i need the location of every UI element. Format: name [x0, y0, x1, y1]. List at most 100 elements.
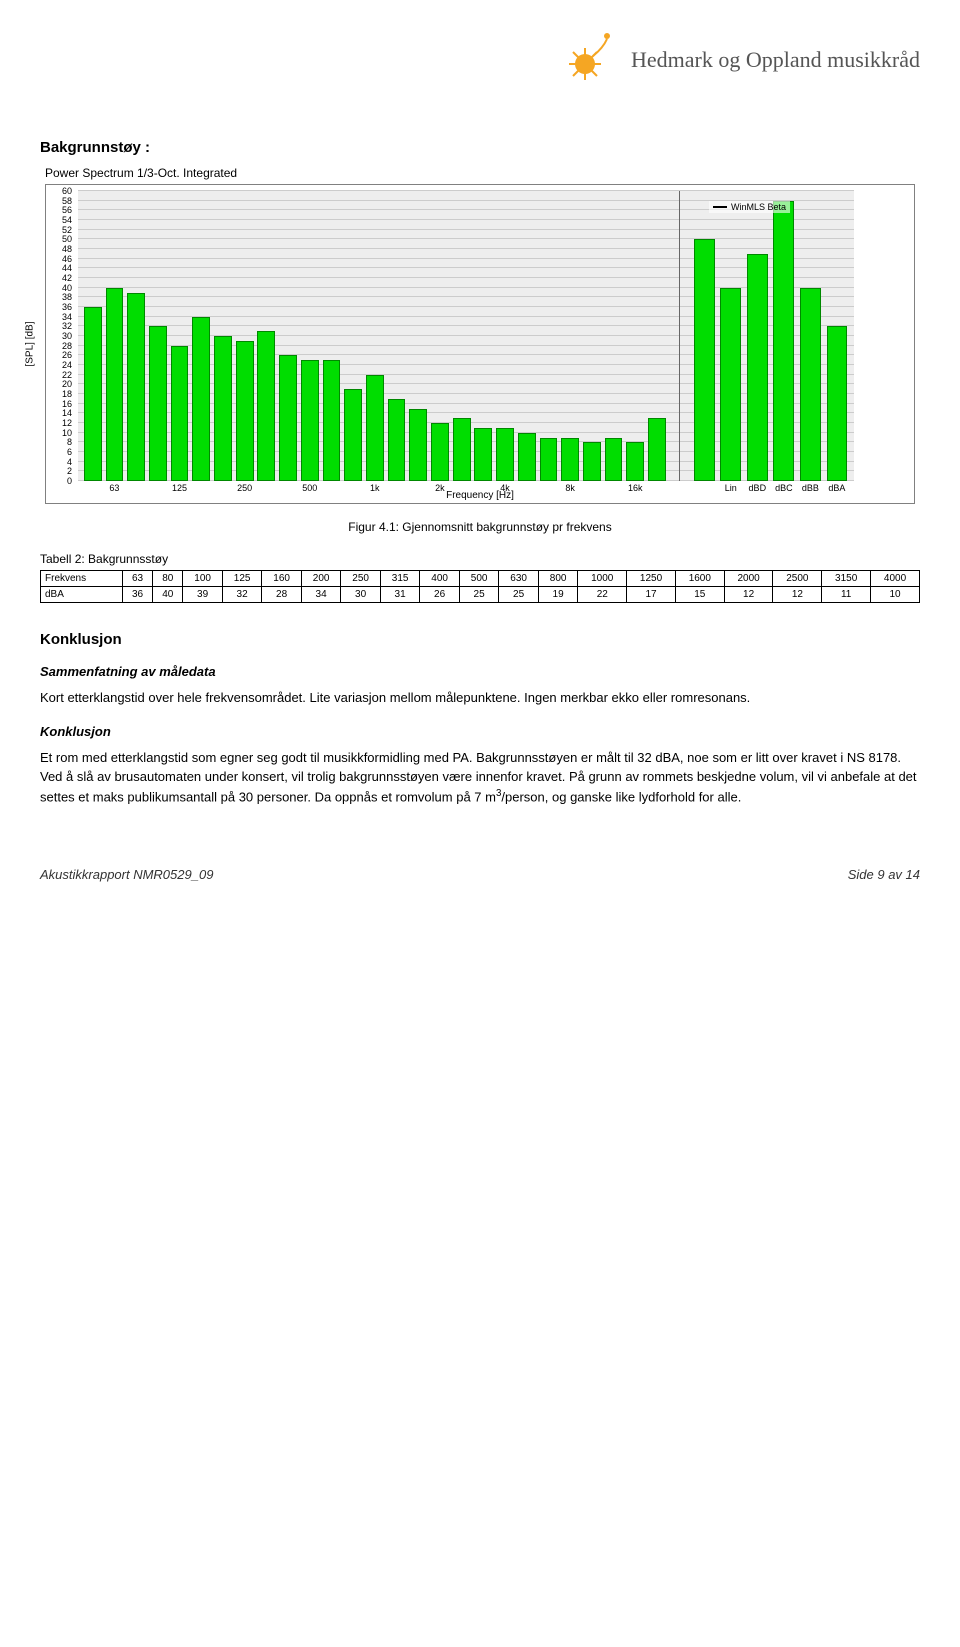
chart-bar [431, 423, 449, 481]
table-cell: 26 [420, 587, 460, 603]
x-axis-label: Frequency [Hz] [446, 490, 514, 501]
section-title: Bakgrunnstøy : [40, 139, 920, 156]
table-cell: 200 [301, 571, 341, 587]
table-cell: 11 [822, 587, 871, 603]
table-cell: 250 [341, 571, 381, 587]
y-tick-label: 6 [67, 447, 72, 457]
y-tick-label: 14 [62, 408, 72, 418]
conclusion-heading: Konklusjon [40, 631, 920, 648]
y-tick-label: 40 [62, 283, 72, 293]
chart-bar [344, 389, 362, 481]
chart-bar [323, 360, 341, 481]
y-tick-label: 30 [62, 331, 72, 341]
table-cell: 630 [499, 571, 539, 587]
frequency-table: Frekvens63801001251602002503154005006308… [40, 570, 920, 603]
table-cell: 17 [627, 587, 676, 603]
table-cell: 39 [183, 587, 223, 603]
table-cell: 1000 [578, 571, 627, 587]
table-cell: 125 [222, 571, 262, 587]
table-cell: 500 [459, 571, 499, 587]
chart-bar [366, 375, 384, 481]
y-tick-label: 4 [67, 457, 72, 467]
table-cell: 1250 [627, 571, 676, 587]
chart-bar [720, 288, 741, 481]
table-row: Frekvens63801001251602002503154005006308… [41, 571, 920, 587]
chart-bar [827, 326, 848, 481]
footer-right: Side 9 av 14 [848, 867, 920, 882]
y-tick-label: 50 [62, 234, 72, 244]
y-ticks: 0246810121416182022242628303234363840424… [50, 191, 74, 481]
summary-subtitle: Sammenfatning av måledata [40, 664, 920, 679]
chart-frame: [SPL] [dB] 02468101214161820222426283032… [45, 184, 915, 504]
chart-bar [127, 293, 145, 482]
table-cell: 40 [153, 587, 183, 603]
y-tick-label: 8 [67, 437, 72, 447]
table-cell: 25 [459, 587, 499, 603]
table-cell: 3150 [822, 571, 871, 587]
table-row: dBA3640393228343031262525192217151212111… [41, 587, 920, 603]
y-tick-label: 38 [62, 292, 72, 302]
y-tick-label: 16 [62, 399, 72, 409]
y-tick-label: 36 [62, 302, 72, 312]
legend-line-icon [713, 206, 727, 208]
chart-bar [388, 399, 406, 481]
x-tick-label: 250 [237, 483, 252, 493]
chart-bar [518, 433, 536, 481]
table-cell: 36 [122, 587, 152, 603]
x-tick-label: 125 [172, 483, 187, 493]
y-tick-label: 44 [62, 263, 72, 273]
chart-bar [800, 288, 821, 481]
chart-title: Power Spectrum 1/3-Oct. Integrated [45, 166, 915, 180]
table-cell: 22 [578, 587, 627, 603]
y-tick-label: 20 [62, 379, 72, 389]
chart-bar [540, 438, 558, 482]
y-tick-label: 54 [62, 215, 72, 225]
footer-left: Akustikkrapport NMR0529_09 [40, 867, 213, 882]
table-cell: 10 [871, 587, 920, 603]
table-cell: 80 [153, 571, 183, 587]
y-tick-label: 28 [62, 341, 72, 351]
table-cell: 1600 [675, 571, 724, 587]
org-name: Hedmark og Oppland musikkråd [631, 47, 920, 73]
x-tick-label: dBC [775, 483, 793, 493]
table-cell: 315 [380, 571, 420, 587]
chart-bar [171, 346, 189, 481]
table-cell: 400 [420, 571, 460, 587]
y-tick-label: 60 [62, 186, 72, 196]
chart-bar [496, 428, 514, 481]
conclusion-subtitle: Konklusjon [40, 724, 920, 739]
chart-bar [257, 331, 275, 481]
x-tick-label: dBB [802, 483, 819, 493]
chart-bar [648, 418, 666, 481]
y-tick-label: 10 [62, 428, 72, 438]
table-cell: 800 [538, 571, 578, 587]
table-cell: 2500 [773, 571, 822, 587]
y-tick-label: 46 [62, 254, 72, 264]
chart-bar [453, 418, 471, 481]
x-tick-label: 2k [435, 483, 445, 493]
summary-text: Kort etterklangstid over hele frekvensom… [40, 689, 920, 708]
chart-bar [409, 409, 427, 482]
chart-bar [605, 438, 623, 482]
chart-bar [84, 307, 102, 481]
x-tick-label: dBD [749, 483, 767, 493]
legend-label: WinMLS Beta [731, 202, 786, 212]
y-tick-label: 22 [62, 370, 72, 380]
y-tick-label: 12 [62, 418, 72, 428]
table-caption: Tabell 2: Bakgrunnsstøy [40, 552, 920, 566]
x-tick-label: 16k [628, 483, 643, 493]
y-tick-label: 32 [62, 321, 72, 331]
plot-area: WinMLS Beta [78, 191, 854, 481]
conclusion-text: Et rom med etterklangstid som egner seg … [40, 749, 920, 807]
y-tick-label: 56 [62, 205, 72, 215]
y-tick-label: 48 [62, 244, 72, 254]
table-cell: 15 [675, 587, 724, 603]
table-cell: 4000 [871, 571, 920, 587]
x-tick-label: 63 [109, 483, 119, 493]
header: Hedmark og Oppland musikkråd [40, 20, 920, 119]
chart-bar [474, 428, 492, 481]
table-cell: 25 [499, 587, 539, 603]
x-tick-label: dBA [828, 483, 845, 493]
chart-legend: WinMLS Beta [709, 201, 790, 213]
table-cell: 12 [724, 587, 773, 603]
